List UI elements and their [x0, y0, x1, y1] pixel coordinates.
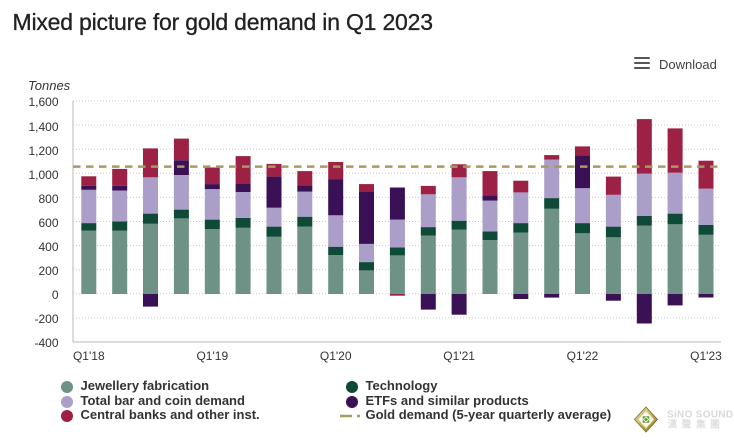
svg-text:漢聲集團: 漢聲集團	[668, 418, 725, 430]
svg-text:SiNO SOUND: SiNO SOUND	[667, 409, 733, 420]
